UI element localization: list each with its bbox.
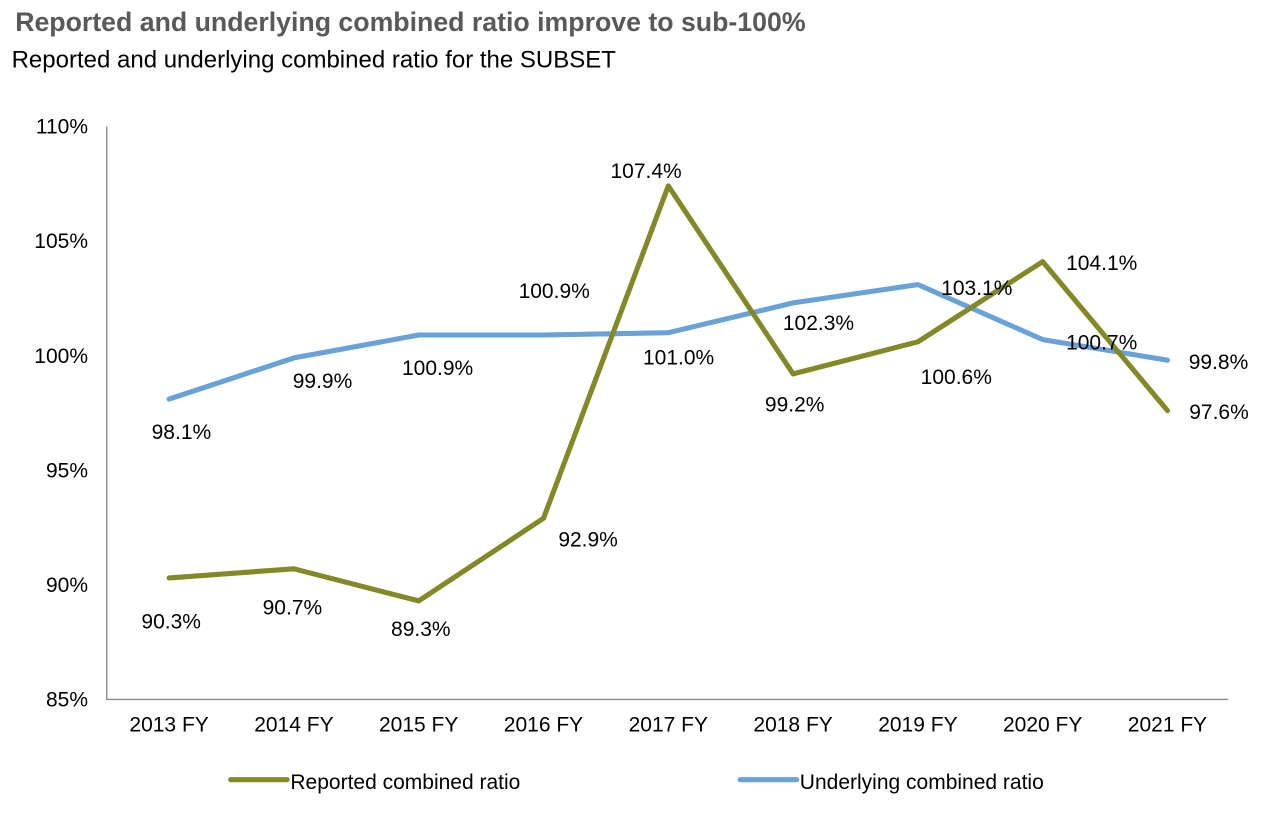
svg-text:99.2%: 99.2% <box>765 393 825 416</box>
svg-text:2013 FY: 2013 FY <box>129 714 208 737</box>
svg-text:92.9%: 92.9% <box>558 529 618 552</box>
svg-text:89.3%: 89.3% <box>391 618 451 641</box>
svg-text:2020 FY: 2020 FY <box>1003 714 1082 737</box>
svg-text:105%: 105% <box>34 230 88 253</box>
svg-text:90.3%: 90.3% <box>141 610 201 633</box>
svg-text:2017 FY: 2017 FY <box>629 714 708 737</box>
svg-text:2018 FY: 2018 FY <box>753 714 832 737</box>
svg-text:107.4%: 107.4% <box>610 160 681 183</box>
svg-text:100.6%: 100.6% <box>921 366 992 389</box>
svg-text:2021 FY: 2021 FY <box>1128 714 1207 737</box>
svg-text:2014 FY: 2014 FY <box>254 714 333 737</box>
svg-text:2019 FY: 2019 FY <box>878 714 957 737</box>
svg-text:104.1%: 104.1% <box>1066 252 1137 275</box>
svg-text:110%: 110% <box>36 116 88 139</box>
svg-text:90.7%: 90.7% <box>263 596 323 619</box>
svg-text:Reported and underlying combin: Reported and underlying combined ratio f… <box>12 47 617 74</box>
svg-text:Underlying combined ratio: Underlying combined ratio <box>800 771 1044 794</box>
svg-text:99.9%: 99.9% <box>293 370 353 393</box>
svg-text:90%: 90% <box>46 574 88 597</box>
svg-text:85%: 85% <box>46 689 88 712</box>
svg-text:Reported and underlying combin: Reported and underlying combined ratio i… <box>15 7 806 37</box>
svg-text:100.7%: 100.7% <box>1066 332 1137 355</box>
svg-text:99.8%: 99.8% <box>1189 351 1249 374</box>
svg-text:102.3%: 102.3% <box>783 312 854 335</box>
svg-text:101.0%: 101.0% <box>643 347 714 370</box>
svg-text:97.6%: 97.6% <box>1189 401 1249 424</box>
svg-text:95%: 95% <box>46 459 88 482</box>
svg-text:100.9%: 100.9% <box>402 357 473 380</box>
svg-text:2015 FY: 2015 FY <box>379 714 458 737</box>
svg-text:Reported combined ratio: Reported combined ratio <box>290 771 520 794</box>
svg-text:100%: 100% <box>34 345 88 368</box>
svg-text:98.1%: 98.1% <box>152 421 212 444</box>
svg-text:100.9%: 100.9% <box>519 280 590 303</box>
svg-text:103.1%: 103.1% <box>941 277 1012 300</box>
svg-text:2016 FY: 2016 FY <box>504 714 583 737</box>
